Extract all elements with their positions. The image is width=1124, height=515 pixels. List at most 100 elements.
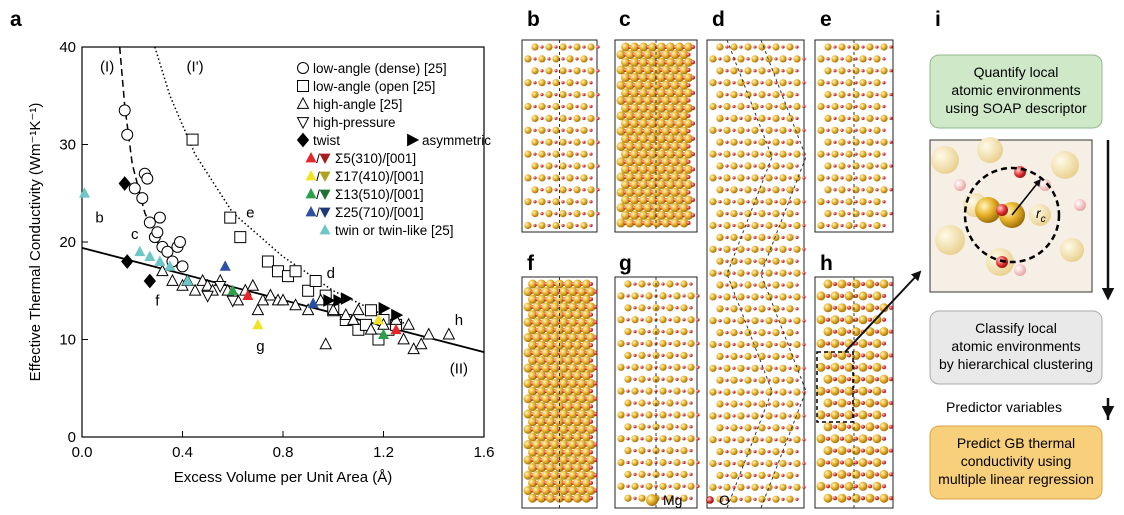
- mg-atom: [617, 388, 624, 395]
- o-atom: [661, 425, 664, 428]
- mg-atom: [524, 198, 531, 205]
- data-point: [235, 232, 246, 243]
- o-atom: [868, 318, 872, 322]
- mg-atom: [723, 317, 730, 324]
- o-atom: [689, 449, 692, 452]
- o-atom: [767, 283, 770, 286]
- mg-atom: [772, 281, 779, 288]
- o-atom: [582, 164, 585, 167]
- mg-atom: [831, 315, 840, 324]
- mg-atom: [765, 79, 772, 86]
- o-atom: [696, 389, 699, 392]
- mg-atom: [866, 162, 873, 169]
- legend-label: Σ25(710)/[001]: [335, 205, 424, 220]
- o-atom: [746, 367, 749, 370]
- mg-atom: [751, 293, 758, 300]
- mg-atom: [680, 447, 687, 454]
- o-atom: [833, 282, 837, 286]
- mg-atom: [545, 210, 552, 217]
- o-atom: [774, 224, 777, 227]
- o-atom: [854, 437, 858, 441]
- legend-marker: [320, 224, 331, 234]
- o-atom: [589, 420, 593, 424]
- mg-atom: [845, 222, 852, 229]
- o-atom: [847, 282, 851, 286]
- o-atom: [725, 141, 728, 144]
- o-atom: [826, 341, 830, 345]
- mg-atom: [765, 103, 772, 110]
- o-atom: [732, 105, 735, 108]
- o-atom: [746, 390, 749, 393]
- mg-atom: [765, 436, 772, 443]
- o-atom: [802, 224, 805, 227]
- mg-atom: [866, 422, 875, 431]
- mg-atom: [873, 363, 882, 372]
- mg-atom: [866, 351, 875, 360]
- o-atom: [760, 57, 763, 60]
- o-atom: [582, 141, 585, 144]
- mg-atom: [716, 210, 723, 217]
- mg-atom: [880, 139, 887, 146]
- mg-atom: [852, 91, 859, 98]
- o-atom: [547, 176, 550, 179]
- o-atom: [575, 105, 578, 108]
- mg-atom: [852, 280, 861, 289]
- o-atom: [589, 57, 592, 60]
- mg-atom: [751, 127, 758, 134]
- o-atom: [833, 330, 837, 334]
- mg-atom: [709, 484, 716, 491]
- mg-atom: [845, 198, 852, 205]
- data-point: [398, 333, 409, 343]
- o-atom: [767, 212, 770, 215]
- data-point: [167, 275, 178, 285]
- mg-atom: [730, 210, 737, 217]
- mg-atom: [573, 210, 580, 217]
- mg-atom: [751, 198, 758, 205]
- o-atom: [589, 81, 592, 84]
- o-atom: [753, 69, 756, 72]
- mg-atom: [730, 91, 737, 98]
- mg-atom: [852, 470, 861, 479]
- o-atom: [840, 200, 843, 203]
- mg-atom: [873, 198, 880, 205]
- o-atom: [847, 425, 851, 429]
- o-atom: [533, 57, 536, 60]
- o-atom: [767, 260, 770, 263]
- mg-atom: [723, 270, 730, 277]
- o-atom: [739, 498, 742, 501]
- mg-atom: [779, 270, 786, 277]
- o-atom: [802, 81, 805, 84]
- o-atom: [626, 485, 629, 488]
- mg-atom: [730, 305, 737, 312]
- o-atom: [725, 188, 728, 191]
- data-point: [341, 293, 351, 304]
- o-atom: [682, 318, 685, 321]
- o-atom: [788, 176, 791, 179]
- mg-atom: [687, 459, 694, 466]
- o-atom: [753, 474, 756, 477]
- mg-atom: [687, 364, 694, 371]
- mg-atom: [873, 174, 880, 181]
- o-atom: [861, 93, 864, 96]
- o-atom: [753, 379, 756, 382]
- mg-atom: [723, 151, 730, 158]
- annotation: e: [246, 205, 254, 222]
- o-atom: [861, 306, 865, 310]
- o-atom: [826, 152, 829, 155]
- o-atom: [781, 141, 784, 144]
- o-atom: [593, 305, 597, 309]
- o-atom: [739, 402, 742, 405]
- mg-atom: [866, 67, 873, 74]
- data-point: [220, 260, 231, 270]
- mg-atom: [709, 389, 716, 396]
- mg-atom: [859, 55, 866, 62]
- o-atom: [718, 367, 721, 370]
- annotation: h: [455, 312, 463, 329]
- mg-atom: [779, 174, 786, 181]
- o-atom: [589, 105, 592, 108]
- o-atom: [732, 414, 735, 417]
- o-atom: [753, 117, 756, 120]
- mg-atom: [765, 412, 772, 419]
- data-point: [119, 105, 130, 116]
- o-atom: [767, 117, 770, 120]
